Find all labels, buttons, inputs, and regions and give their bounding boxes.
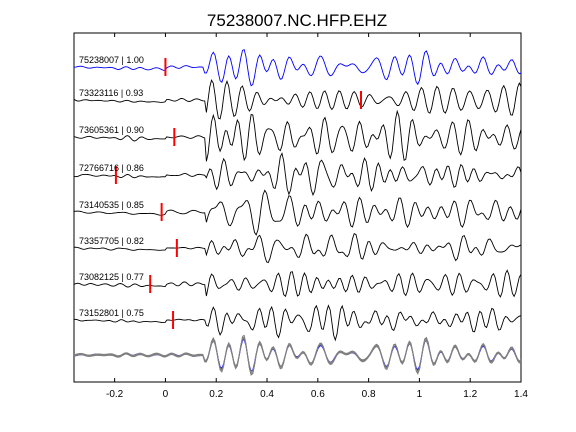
- stack-trace-1: [73, 338, 522, 372]
- stack-trace-4: [73, 337, 522, 375]
- stack-trace-3: [73, 337, 522, 374]
- chart-title: 75238007.NC.HFP.EHZ: [207, 11, 387, 30]
- stack-layer: [73, 334, 522, 376]
- stack-trace-7: [73, 335, 522, 376]
- trace-line-2: [73, 79, 522, 120]
- trace-label-2: 73323116 | 0.93: [79, 88, 143, 98]
- x-tick-label: 1.4: [514, 389, 528, 400]
- trace-line-5: [73, 189, 522, 236]
- x-tick-label: 1: [417, 389, 423, 400]
- trace-line-7: [73, 269, 522, 298]
- trace-labels-layer: 75238007 | 1.00 73323116 | 0.93 73605361 |…: [79, 55, 144, 318]
- trace-line-1: [73, 48, 522, 87]
- trace-label-8: 73152801 | 0.75: [79, 308, 144, 318]
- stack-trace-8: [73, 334, 522, 376]
- x-axis: -0.2 0 0.2 0.4 0.6 0.8 1 1.2 1.4: [106, 33, 528, 400]
- x-tick-label: 1.2: [463, 389, 477, 400]
- trace-label-6: 73357705 | 0.82: [79, 236, 144, 246]
- x-tick-label: -0.2: [106, 389, 124, 400]
- picks-layer: [114, 58, 362, 329]
- x-tick-label: 0.8: [362, 389, 376, 400]
- x-tick-label: 0: [163, 389, 169, 400]
- trace-label-3: 73605361 | 0.90: [79, 125, 144, 135]
- trace-label-5: 73140535 | 0.85: [79, 200, 144, 210]
- trace-line-3: [73, 109, 522, 162]
- plot-frame: [73, 32, 522, 383]
- trace-line-4: [73, 152, 522, 197]
- x-tick-label: 0.6: [311, 389, 325, 400]
- trace-label-1: 75238007 | 1.00: [79, 55, 144, 65]
- traces-layer: [73, 48, 522, 342]
- trace-label-7: 73082125 | 0.77: [79, 272, 144, 282]
- stack-trace-6: [74, 336, 522, 376]
- x-tick-label: 0.4: [260, 389, 274, 400]
- trace-label-4: 72766716 | 0.86: [79, 163, 144, 173]
- trace-line-6: [73, 232, 522, 264]
- trace-line-8: [73, 304, 522, 342]
- x-tick-label: 0.2: [209, 389, 223, 400]
